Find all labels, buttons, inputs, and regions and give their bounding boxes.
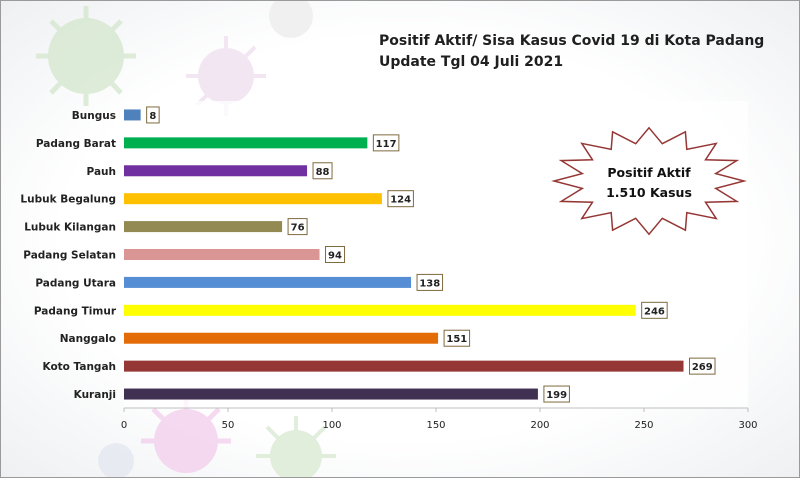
category-label-lubuk-begalung: Lubuk Begalung	[20, 194, 116, 206]
callout-line2: 1.510 Kasus	[606, 185, 692, 200]
x-tick-label-250: 250	[634, 420, 653, 431]
chart-subtitle: Update Tgl 04 Juli 2021	[379, 54, 564, 70]
value-label-padang-utara: 138	[419, 278, 440, 289]
bar-kuranji	[124, 388, 538, 400]
bar-koto-tangah	[124, 360, 684, 372]
callout-line1: Positif Aktif	[607, 165, 691, 180]
category-label-padang-selatan: Padang Selatan	[23, 250, 116, 262]
bar-lubuk-kilangan	[124, 221, 283, 233]
x-axis-ticks-group: 0 50 100 150 200 250 300	[121, 408, 758, 431]
value-label-lubuk-kilangan: 76	[291, 223, 305, 234]
chart-title-block: Positif Aktif/ Sisa Kasus Covid 19 di Ko…	[379, 31, 779, 73]
value-label-padang-selatan: 94	[328, 251, 342, 262]
virus-decoration-top-middle-icon	[186, 36, 266, 116]
category-label-nanggalo: Nanggalo	[60, 333, 116, 345]
bars-group	[124, 109, 684, 400]
bar-padang-selatan	[124, 249, 320, 260]
bar-pauh	[124, 165, 308, 177]
value-label-box-bungus	[146, 106, 160, 124]
bar-lubuk-begalung	[124, 193, 382, 205]
x-tick-label-200: 200	[530, 420, 549, 431]
value-label-box-kuranji	[543, 385, 570, 403]
value-label-padang-barat: 117	[376, 139, 397, 150]
value-label-nanggalo: 151	[446, 334, 467, 345]
x-tick-label-50: 50	[222, 420, 235, 431]
value-label-box-padang-timur	[641, 301, 668, 319]
value-label-kuranji: 199	[546, 390, 567, 401]
virus-decoration-top-left-icon	[36, 6, 136, 106]
virus-decoration-bottom-edge-icon	[98, 443, 134, 477]
virus-decoration-bottom-left-icon	[141, 396, 231, 473]
starburst-shape	[551, 126, 747, 236]
value-label-box-padang-utara	[416, 273, 444, 291]
bar-padang-utara	[124, 276, 412, 288]
category-label-bungus: Bungus	[72, 110, 116, 122]
value-label-box-pauh	[312, 162, 333, 180]
category-label-padang-timur: Padang Timur	[34, 305, 117, 317]
value-label-box-padang-barat	[372, 134, 400, 152]
x-tick-label-0: 0	[121, 420, 127, 431]
value-label-box-lubuk-begalung	[387, 190, 414, 208]
value-label-koto-tangah: 269	[692, 362, 713, 373]
bar-padang-barat	[124, 137, 368, 149]
value-label-pauh: 88	[316, 167, 330, 178]
value-label-box-nanggalo	[443, 329, 471, 347]
category-label-pauh: Pauh	[87, 166, 116, 178]
category-labels-group: Bungus Padang Barat Pauh Lubuk Begalung Lubu…	[20, 110, 116, 401]
bar-nanggalo	[124, 332, 439, 344]
bar-bungus	[124, 109, 141, 121]
value-label-padang-timur: 246	[644, 306, 665, 317]
value-label-box-lubuk-kilangan	[287, 218, 308, 236]
value-label-bungus: 8	[149, 111, 156, 122]
virus-decoration-bottom-middle-icon	[256, 416, 336, 477]
value-labels-group: 8 117 88 124 76 94 138 246 151 269 199	[146, 106, 716, 403]
category-label-koto-tangah: Koto Tangah	[43, 361, 117, 373]
callout-starburst: Positif Aktif 1.510 Kasus	[551, 126, 747, 236]
value-label-lubuk-begalung: 124	[390, 195, 411, 206]
x-tick-label-100: 100	[322, 420, 341, 431]
category-label-lubuk-kilangan: Lubuk Kilangan	[24, 222, 116, 234]
value-label-box-koto-tangah	[689, 357, 716, 375]
bar-padang-timur	[124, 304, 636, 316]
virus-decoration-top-right-icon	[269, 1, 313, 38]
category-label-kuranji: Kuranji	[74, 389, 116, 401]
chart-title: Positif Aktif/ Sisa Kasus Covid 19 di Ko…	[379, 33, 765, 49]
value-label-box-padang-selatan	[325, 246, 346, 263]
category-label-padang-barat: Padang Barat	[36, 138, 116, 150]
x-tick-label-150: 150	[426, 420, 445, 431]
x-tick-label-300: 300	[738, 420, 757, 431]
category-label-padang-utara: Padang Utara	[35, 277, 116, 289]
